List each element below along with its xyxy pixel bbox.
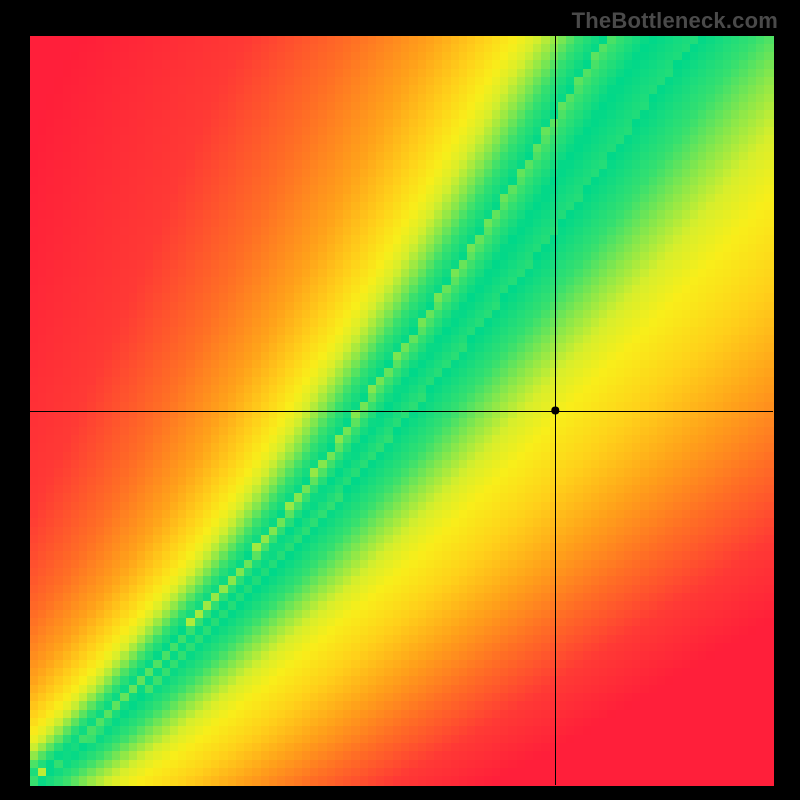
bottleneck-heatmap: [0, 0, 800, 800]
watermark-text: TheBottleneck.com: [572, 8, 778, 34]
chart-container: TheBottleneck.com: [0, 0, 800, 800]
